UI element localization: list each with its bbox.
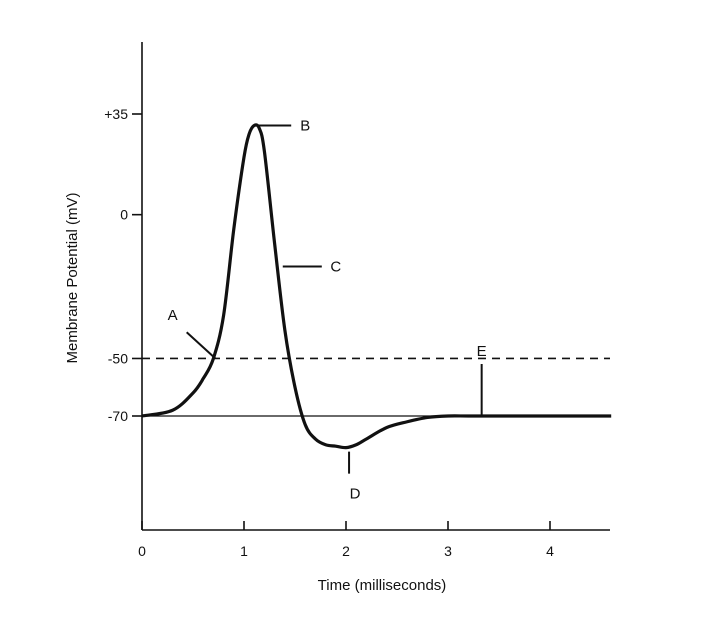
plot-area: +35 0 -50 -70 0 1 2 3 4 A B C D E <box>104 42 612 559</box>
annotation-label-d: D <box>350 486 361 503</box>
y-tick-label: -50 <box>108 350 128 366</box>
annotation-label-c: C <box>330 258 341 275</box>
x-tick-label: 1 <box>240 543 248 559</box>
y-tick-label: +35 <box>104 106 128 122</box>
membrane-potential-curve <box>141 123 612 450</box>
x-tick-label: 4 <box>546 543 554 559</box>
x-axis-label: Time (milliseconds) <box>318 577 447 594</box>
x-tick-label: 3 <box>444 543 452 559</box>
annotation-label-b: B <box>300 118 310 135</box>
x-tick-label: 0 <box>138 543 146 559</box>
annotation-label-e: E <box>477 343 487 360</box>
annotation-leader-a <box>186 331 217 360</box>
y-tick-label: 0 <box>120 207 128 223</box>
y-tick-label: -70 <box>108 408 128 424</box>
y-axis-label: Membrane Potential (mV) <box>64 193 81 364</box>
x-tick-label: 2 <box>342 543 350 559</box>
annotation-label-a: A <box>168 307 178 324</box>
